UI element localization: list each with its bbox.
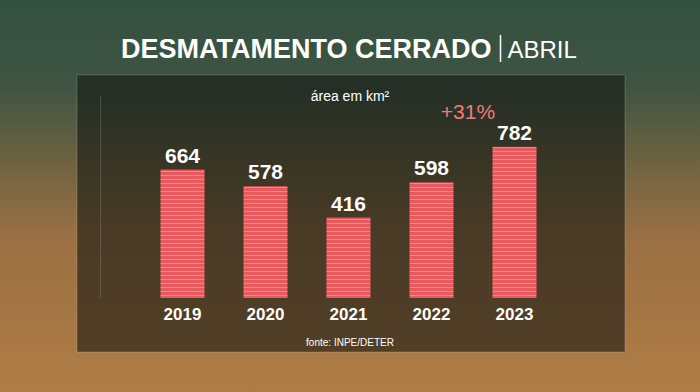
- x-tick: 2019: [164, 298, 202, 324]
- annotation: +31%: [441, 100, 495, 123]
- x-tick: 2022: [413, 298, 451, 324]
- data-label: 578: [248, 160, 283, 183]
- data-label: 782: [497, 121, 532, 144]
- x-tick-label: 2022: [413, 305, 451, 324]
- subtitle: ABRIL: [508, 36, 577, 63]
- source: fonte: INPE/DETER: [306, 337, 394, 348]
- y-axis-line: [100, 96, 101, 299]
- title: DESMATAMENTO CERRADO: [121, 34, 492, 64]
- x-tick-label: 2019: [164, 305, 202, 324]
- background: [0, 0, 700, 392]
- bar: [327, 218, 371, 298]
- bar: [410, 182, 454, 298]
- data-labels: 664 578 416 598 782: [165, 121, 532, 215]
- data-label: 664: [165, 144, 200, 167]
- x-tick-label: 2021: [330, 305, 368, 324]
- y-label: área em km²: [311, 88, 390, 104]
- bar: [161, 170, 205, 298]
- title-separator: [500, 35, 502, 62]
- y-axis: [100, 96, 101, 299]
- chart: DESMATAMENTO CERRADO ABRIL área em km² 664 5…: [0, 0, 700, 392]
- bar: [493, 147, 537, 298]
- bar: [244, 186, 288, 298]
- bars: [161, 147, 537, 298]
- x-tick: 2020: [247, 298, 285, 324]
- data-label: 598: [414, 156, 449, 179]
- x-axis: 2019 2020 2021 2022 2023: [164, 298, 534, 324]
- x-tick-label: 2020: [247, 305, 285, 324]
- x-tick-label: 2023: [496, 305, 534, 324]
- x-tick: 2021: [330, 298, 368, 324]
- data-label: 416: [331, 192, 366, 215]
- x-tick: 2023: [496, 298, 534, 324]
- panel: [77, 75, 625, 352]
